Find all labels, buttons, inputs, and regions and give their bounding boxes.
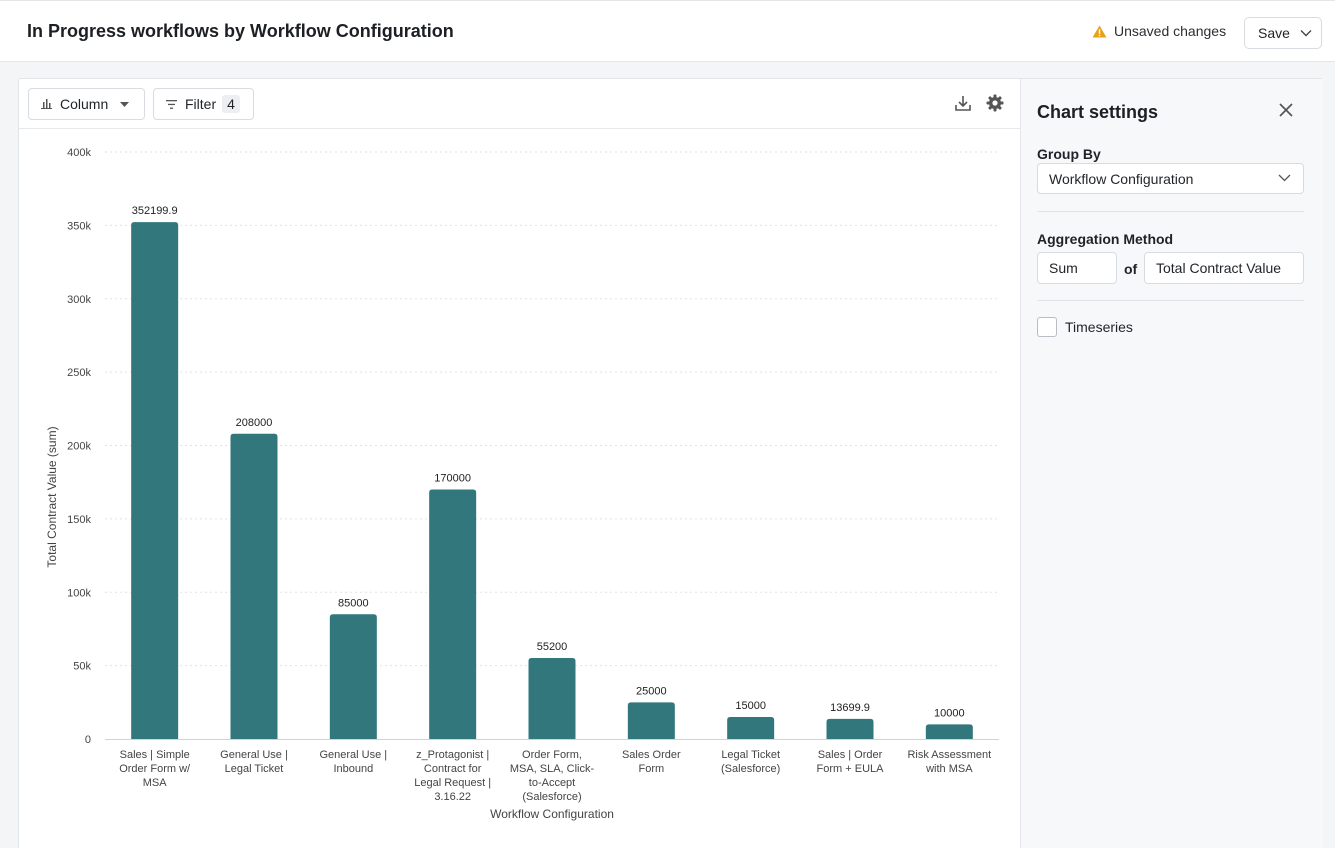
data-label: 352199.9 (132, 205, 178, 217)
y-tick-label: 400k (67, 147, 91, 159)
y-tick-label: 300k (67, 294, 91, 306)
bar[interactable] (528, 657, 576, 739)
page-header: In Progress workflows by Workflow Config… (0, 0, 1335, 62)
bar[interactable] (429, 489, 477, 739)
aggregation-field-value: Total Contract Value (1156, 260, 1282, 276)
data-label: 10000 (934, 707, 965, 719)
group-by-value: Workflow Configuration (1049, 170, 1194, 187)
filter-button[interactable]: Filter 4 (153, 88, 254, 120)
x-tick-label: General Use | Legal Ticket (220, 749, 288, 775)
chart-toolbar: Column Filter 4 (19, 79, 1020, 129)
unsaved-changes-label: Unsaved changes (1114, 23, 1227, 39)
x-tick-label: Order Form, MSA, SLA, Click-to-Accept (Sal… (510, 749, 595, 803)
download-icon[interactable] (954, 94, 972, 112)
data-label: 55200 (537, 641, 568, 653)
data-label: 208000 (236, 417, 273, 429)
unsaved-changes-indicator: Unsaved changes (1092, 23, 1226, 39)
filter-label: Filter (185, 96, 217, 112)
chevron-down-icon (1278, 174, 1291, 182)
data-label: 13699.9 (830, 702, 870, 714)
bar[interactable] (230, 433, 278, 739)
column-chart-icon (41, 99, 52, 109)
x-tick-label: Legal Ticket (Salesforce) (721, 749, 780, 775)
data-label: 15000 (735, 700, 766, 712)
chart-type-label: Column (60, 96, 109, 112)
page-title: In Progress workflows by Workflow Config… (27, 21, 454, 41)
data-label: 25000 (636, 685, 667, 697)
settings-divider (1037, 300, 1304, 301)
close-icon[interactable] (1279, 103, 1293, 117)
timeseries-label[interactable]: Timeseries (1065, 319, 1133, 335)
x-tick-label: Risk Assessment with MSA (907, 749, 991, 775)
y-tick-label: 200k (67, 441, 91, 453)
bar[interactable] (627, 702, 675, 739)
filter-icon (166, 99, 177, 109)
settings-divider (1037, 211, 1304, 212)
caret-down-icon (120, 101, 130, 107)
chart-card: Column Filter 4 (18, 78, 1323, 848)
bar[interactable] (329, 614, 377, 739)
timeseries-checkbox[interactable] (1037, 317, 1057, 337)
aggregation-method-field[interactable]: Sum (1037, 252, 1117, 284)
x-tick-label: Sales | Order Form + EULA (817, 749, 885, 775)
filter-count-badge: 4 (222, 95, 240, 113)
save-button-label: Save (1258, 25, 1290, 41)
aggregation-method-label: Aggregation Method (1037, 231, 1174, 247)
aggregation-field-select[interactable]: Total Contract Value (1144, 252, 1304, 284)
warning-icon (1092, 25, 1107, 37)
y-axis-title: Total Contract Value (sum) (45, 426, 59, 567)
aggregation-method-value: Sum (1049, 260, 1078, 276)
settings-title: Chart settings (1037, 102, 1159, 122)
column-chart: 0 50k 100k 150k 200k 250k 300k 350k 400k 352199.9… (45, 147, 999, 821)
y-tick-label: 100k (67, 587, 91, 599)
x-tick-label: z_Protagonist | Contract for Legal Request… (414, 749, 491, 803)
x-tick-label: Sales Order Form (622, 749, 681, 775)
chevron-down-icon (1300, 30, 1312, 37)
x-axis-title: Workflow Configuration (490, 807, 614, 821)
chart-settings-panel: Chart settings Group By Workflow Configu… (1020, 79, 1323, 848)
y-tick-label: 0 (85, 734, 91, 746)
save-button[interactable]: Save (1244, 17, 1322, 49)
group-by-select[interactable]: Workflow Configuration (1037, 163, 1304, 194)
of-label: of (1124, 261, 1138, 277)
bar[interactable] (727, 716, 775, 739)
y-tick-label: 250k (67, 367, 91, 379)
y-tick-label: 350k (67, 220, 91, 232)
data-label: 85000 (338, 597, 369, 609)
data-label: 170000 (434, 473, 471, 485)
group-by-label: Group By (1037, 146, 1101, 162)
x-tick-label: General Use | Inbound (319, 749, 387, 775)
x-tick-label: Sales | Simple Order Form w/MSA (119, 749, 191, 789)
bar[interactable] (826, 718, 874, 739)
chart-type-dropdown[interactable]: Column (28, 88, 145, 120)
bar[interactable] (131, 222, 179, 740)
y-tick-label: 150k (67, 514, 91, 526)
gear-icon[interactable] (986, 94, 1004, 112)
bar[interactable] (925, 724, 973, 739)
y-tick-label: 50k (73, 661, 91, 673)
